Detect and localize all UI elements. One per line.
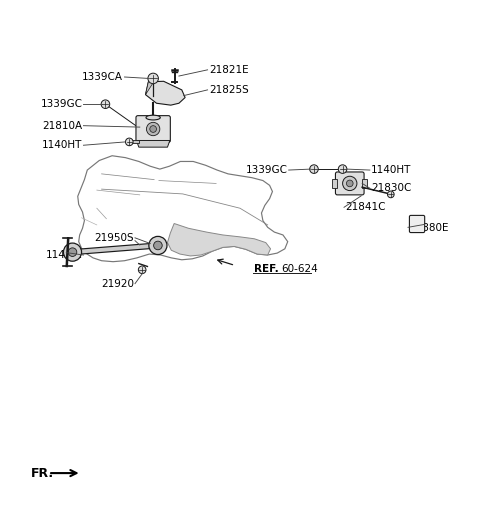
Circle shape [387, 191, 394, 198]
Text: 21950S: 21950S [95, 233, 134, 243]
Text: 21830C: 21830C [371, 183, 412, 193]
Circle shape [146, 122, 160, 136]
Circle shape [63, 243, 82, 261]
Circle shape [101, 100, 110, 108]
Polygon shape [362, 178, 367, 188]
Circle shape [150, 126, 156, 132]
Circle shape [138, 266, 146, 273]
Text: 21841C: 21841C [345, 202, 385, 212]
Polygon shape [145, 81, 154, 95]
FancyBboxPatch shape [409, 216, 425, 233]
Text: 21825S: 21825S [209, 85, 249, 95]
Circle shape [343, 176, 357, 191]
Text: 21920: 21920 [101, 279, 134, 289]
Circle shape [125, 138, 133, 145]
Ellipse shape [146, 115, 160, 120]
FancyBboxPatch shape [336, 172, 364, 195]
Circle shape [338, 165, 347, 174]
Text: 1140JA: 1140JA [46, 250, 83, 260]
Polygon shape [332, 178, 337, 188]
Circle shape [310, 165, 318, 174]
Circle shape [148, 73, 158, 84]
Text: REF.: REF. [254, 264, 279, 275]
Text: 1339CA: 1339CA [82, 72, 123, 82]
Circle shape [347, 180, 353, 187]
Text: 1339GC: 1339GC [40, 99, 83, 109]
Text: 60-624: 60-624 [281, 264, 318, 275]
Text: 21810A: 21810A [42, 121, 83, 131]
Text: 1339GC: 1339GC [246, 165, 288, 175]
Text: 21880E: 21880E [409, 223, 449, 233]
Text: FR.: FR. [31, 467, 54, 479]
Text: 21821E: 21821E [209, 65, 249, 75]
Polygon shape [145, 81, 185, 105]
Polygon shape [136, 141, 170, 147]
Circle shape [68, 248, 77, 256]
Circle shape [154, 241, 162, 250]
Polygon shape [168, 224, 271, 256]
Polygon shape [129, 141, 139, 143]
Text: 1140HT: 1140HT [42, 140, 83, 150]
Text: 1140HT: 1140HT [371, 165, 412, 175]
Circle shape [149, 236, 167, 254]
FancyBboxPatch shape [136, 116, 170, 142]
